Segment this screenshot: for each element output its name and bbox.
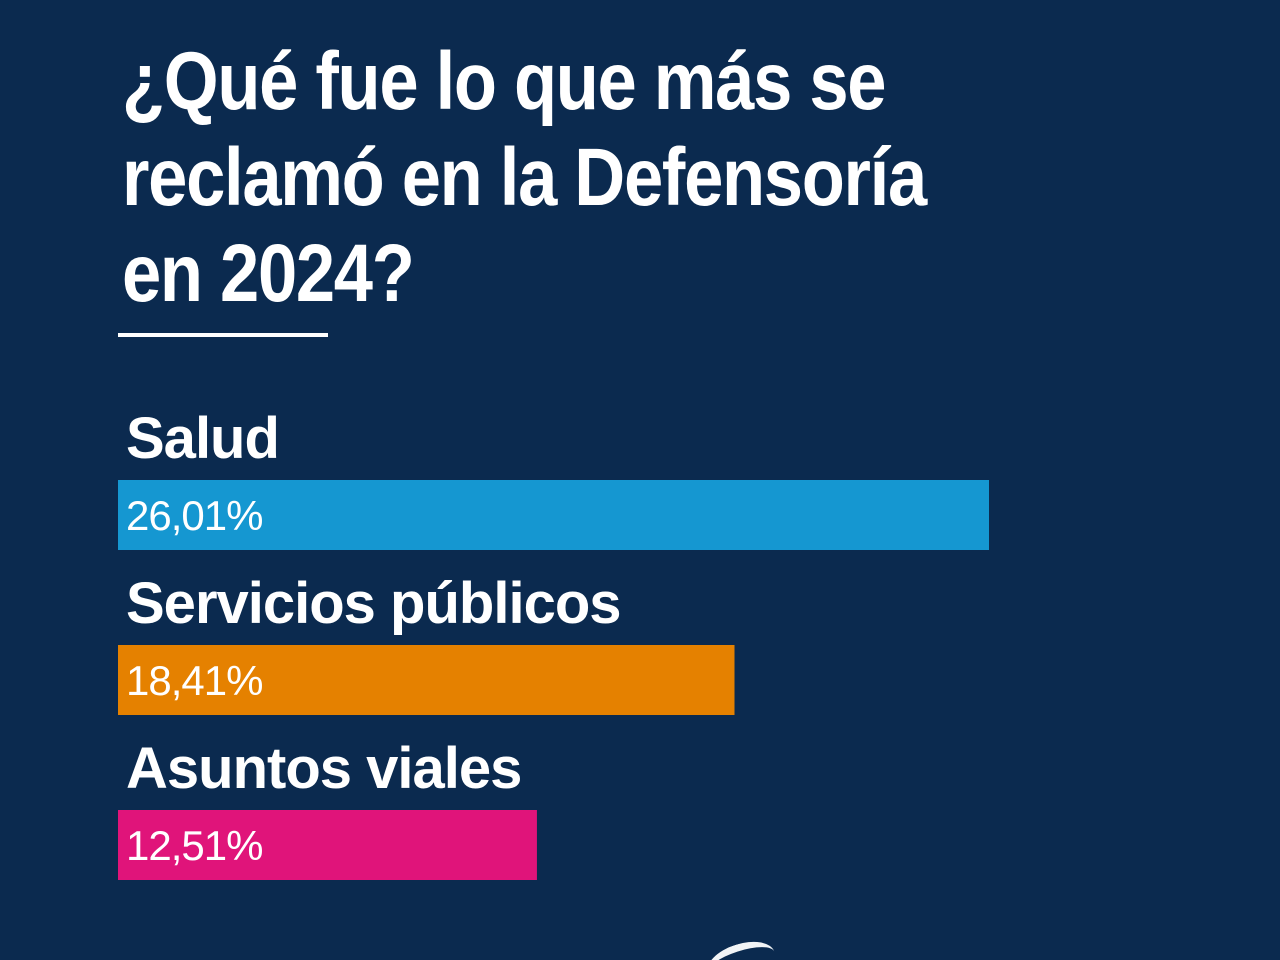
title-line-2: reclamó en la Defensoría (122, 132, 927, 223)
category-label-servicios-publicos: Servicios públicos (126, 571, 621, 636)
page-title: ¿Qué fue lo que más se reclamó en la Def… (122, 34, 965, 322)
value-label-salud: 26,01% (126, 492, 262, 539)
title-line-1: ¿Qué fue lo que más se (122, 36, 887, 127)
title-line-3: en 2024? (122, 228, 415, 319)
category-label-salud: Salud (126, 406, 279, 471)
title-divider (118, 333, 328, 337)
bar-servicios-publicos (118, 645, 735, 715)
bar-salud (118, 480, 989, 550)
value-label-servicios-publicos: 18,41% (126, 657, 262, 704)
value-label-asuntos-viales: 12,51% (126, 822, 262, 869)
category-label-asuntos-viales: Asuntos viales (126, 736, 521, 801)
bar-asuntos-viales (118, 810, 537, 880)
